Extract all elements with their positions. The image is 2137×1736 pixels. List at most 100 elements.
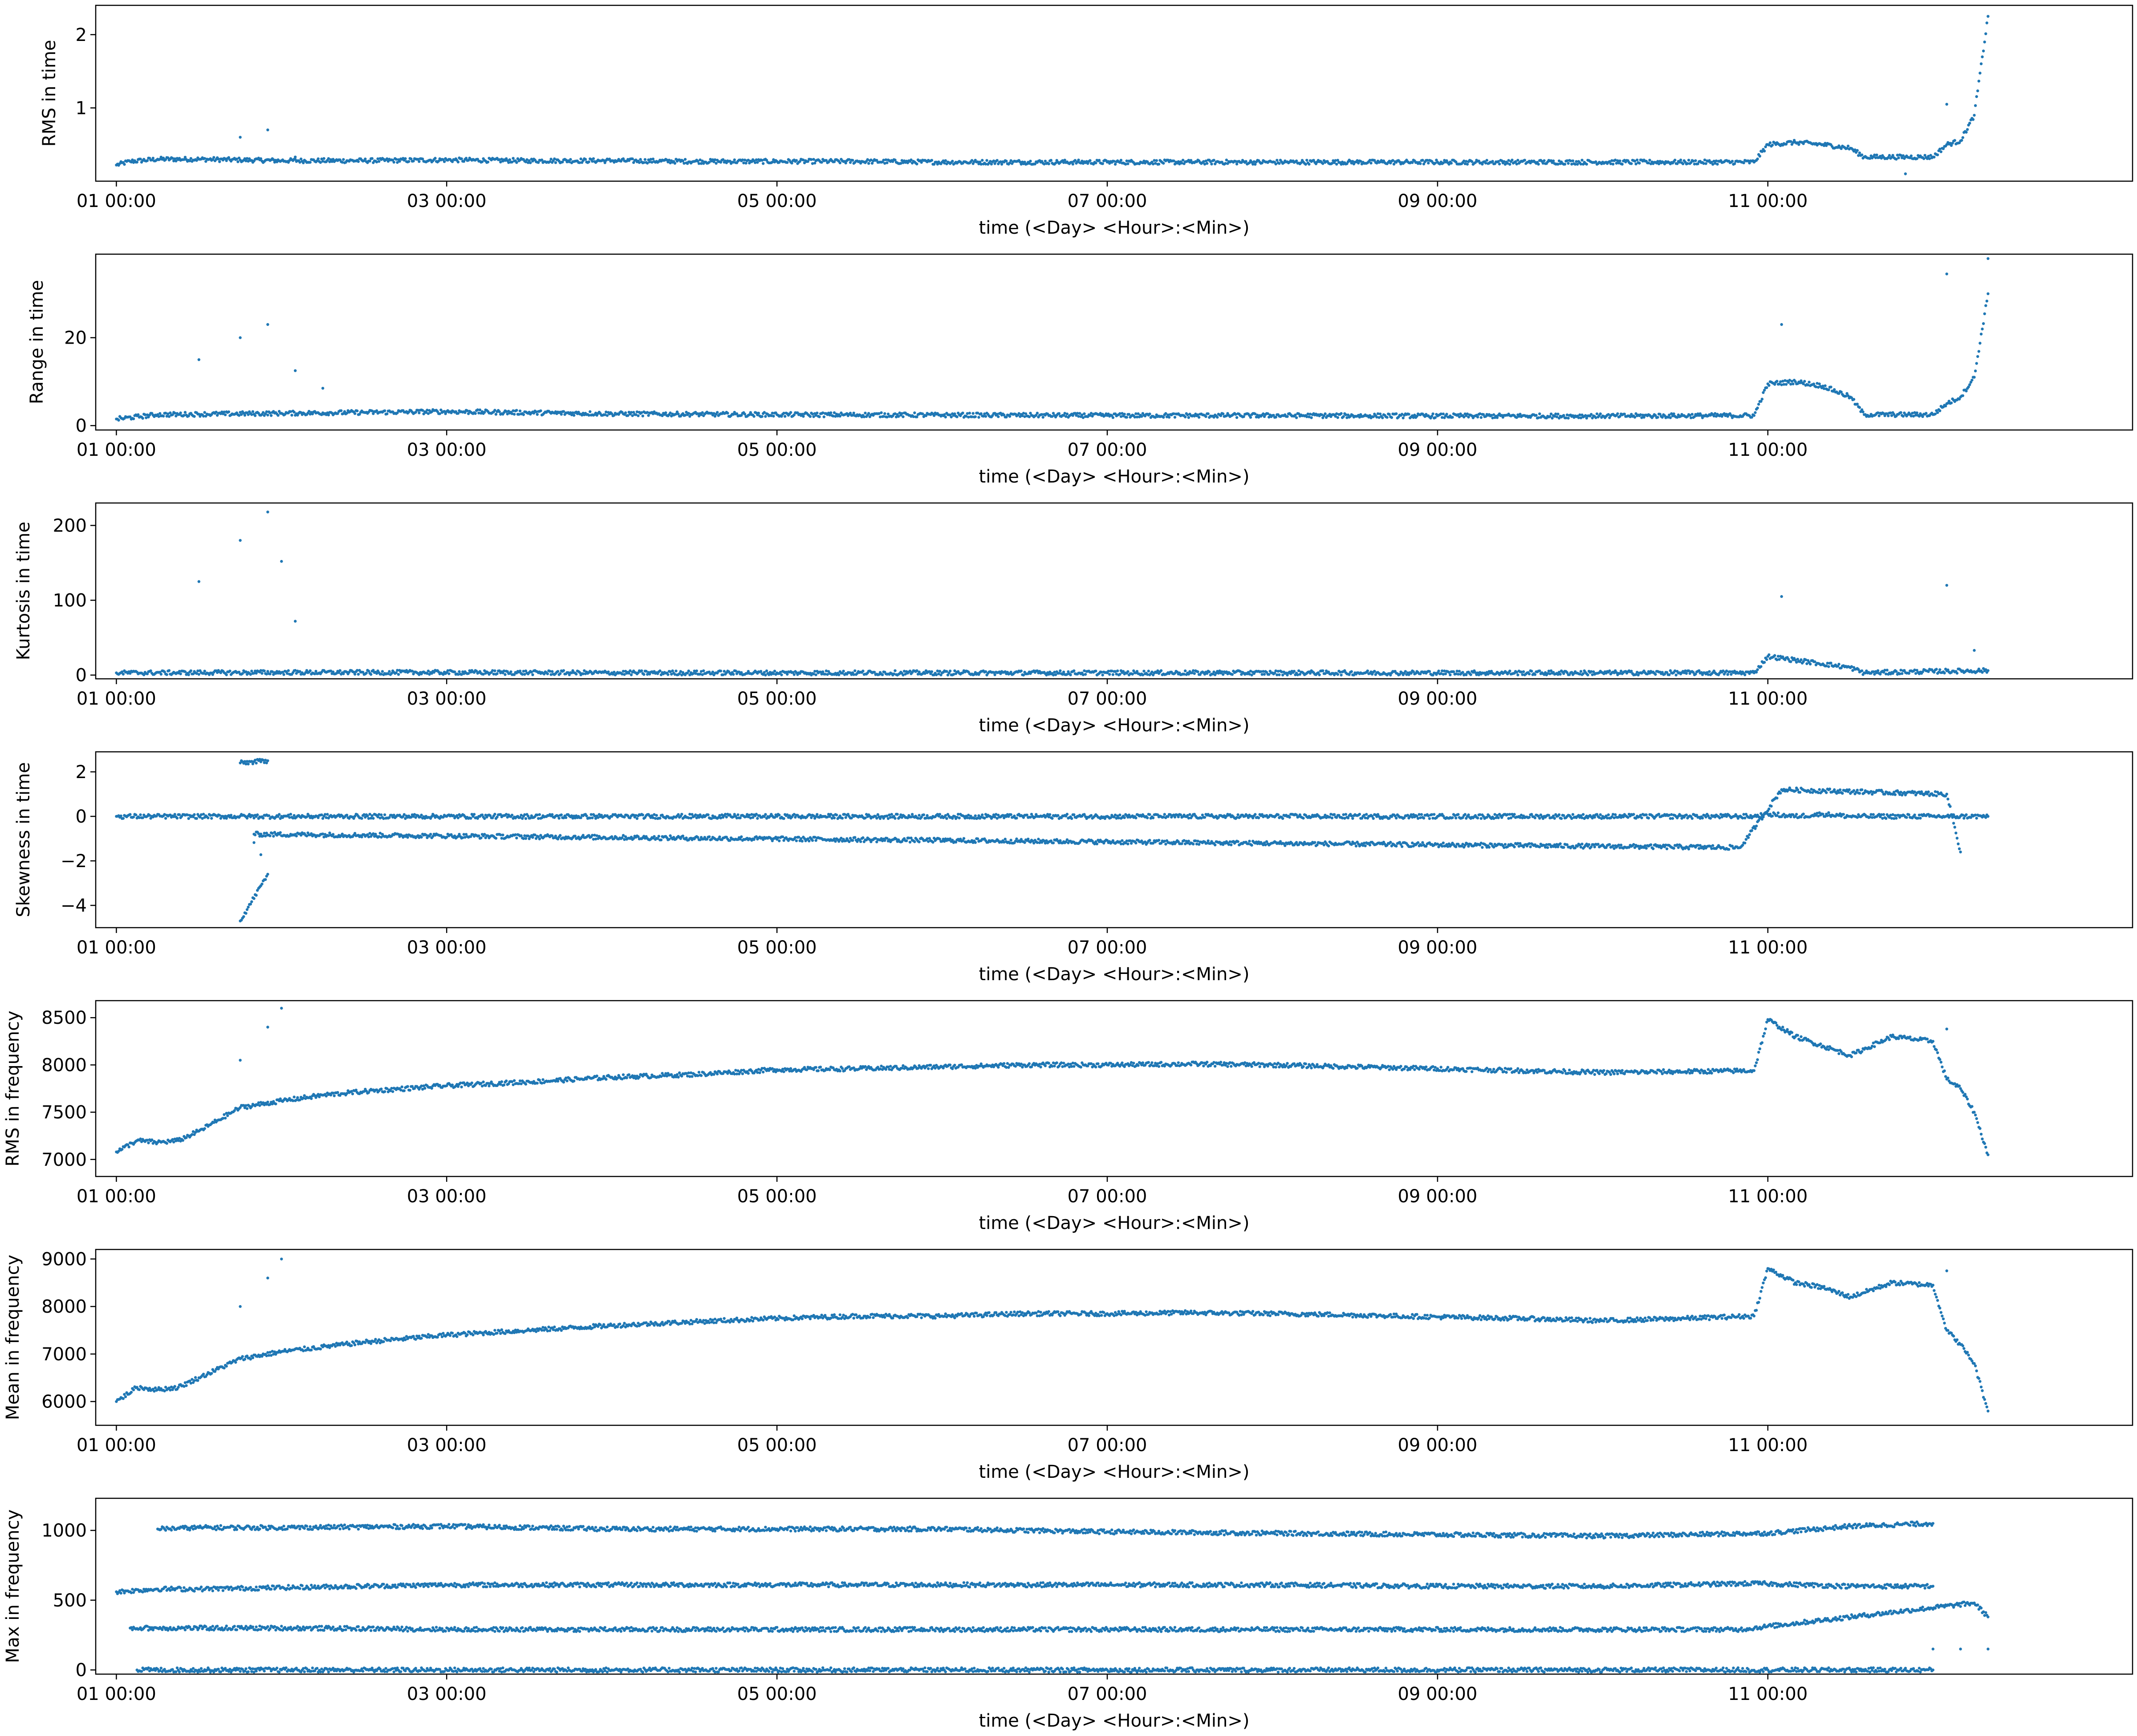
data-point	[1567, 417, 1570, 420]
data-point	[1594, 160, 1597, 163]
scatter-points	[115, 511, 1990, 677]
data-point	[1731, 160, 1734, 163]
data-point	[251, 410, 255, 413]
data-point	[624, 411, 627, 414]
data-point	[1829, 661, 1832, 665]
data-point	[732, 673, 735, 676]
data-point	[1974, 104, 1977, 107]
data-point	[117, 418, 120, 422]
data-point	[1427, 162, 1430, 165]
data-point	[1981, 55, 1984, 58]
data-point	[338, 669, 341, 672]
data-point	[1292, 669, 1296, 673]
data-point	[702, 669, 705, 673]
data-point	[1101, 673, 1104, 677]
data-point	[509, 670, 512, 673]
data-point	[1157, 162, 1161, 166]
data-point	[837, 673, 841, 677]
data-point	[1276, 158, 1279, 162]
data-point	[228, 669, 232, 673]
data-point	[1778, 658, 1781, 661]
data-point	[504, 673, 507, 676]
data-point	[1763, 661, 1766, 664]
data-point	[1295, 416, 1298, 419]
data-point	[137, 413, 140, 416]
data-point	[733, 158, 736, 162]
data-point	[416, 158, 420, 161]
data-point	[175, 159, 178, 162]
data-point	[755, 158, 758, 162]
data-point	[771, 160, 774, 164]
data-point	[806, 160, 809, 163]
data-point	[643, 158, 647, 161]
data-point	[464, 157, 468, 160]
data-point	[984, 415, 987, 418]
data-point	[396, 161, 399, 164]
data-point	[649, 158, 653, 161]
data-point	[1669, 416, 1672, 419]
data-point	[699, 158, 702, 162]
data-point	[1084, 673, 1087, 676]
data-point	[1716, 162, 1719, 166]
data-point	[236, 160, 240, 163]
data-point	[1071, 162, 1074, 166]
data-point	[1682, 162, 1685, 166]
data-point	[977, 416, 980, 419]
data-point	[480, 160, 484, 163]
data-point	[522, 413, 525, 416]
data-point	[743, 413, 747, 416]
data-point	[1159, 669, 1163, 672]
data-point	[1654, 673, 1657, 676]
data-point	[554, 161, 557, 164]
data-point	[664, 411, 667, 414]
data-point	[1595, 412, 1599, 415]
x-axis-label: time (<Day> <Hour>:<Min>)	[979, 218, 1250, 238]
data-point	[239, 136, 242, 139]
data-point	[1979, 72, 1982, 75]
data-point	[650, 161, 654, 164]
data-point	[1421, 158, 1424, 162]
axes-frame	[95, 4, 2133, 182]
data-point	[1858, 151, 1861, 154]
data-point	[814, 673, 817, 677]
data-point	[282, 673, 285, 676]
data-point	[772, 414, 775, 418]
data-point	[1318, 673, 1321, 677]
data-point	[1044, 159, 1047, 163]
data-point	[683, 158, 687, 161]
data-point	[1897, 156, 1900, 159]
data-point	[1961, 394, 1964, 397]
data-point	[1672, 412, 1675, 415]
data-point	[1278, 673, 1281, 677]
data-point	[802, 415, 805, 418]
data-point	[1216, 416, 1219, 419]
data-point	[1708, 670, 1711, 673]
data-point	[697, 162, 701, 165]
data-point	[993, 673, 996, 677]
data-point	[744, 162, 748, 165]
data-point	[135, 161, 138, 164]
data-point	[317, 157, 320, 160]
data-point	[844, 162, 847, 165]
data-point	[1945, 103, 1948, 106]
data-point	[1974, 369, 1977, 373]
data-point	[607, 670, 610, 673]
data-point	[342, 158, 345, 161]
x-tick-label: 05 00:00	[737, 689, 817, 709]
data-point	[266, 128, 269, 131]
data-point	[167, 156, 170, 159]
data-point	[189, 669, 192, 673]
data-point	[272, 158, 275, 161]
x-tick-label: 05 00:00	[737, 440, 817, 460]
data-point	[1063, 158, 1066, 162]
data-point	[375, 160, 378, 164]
data-point	[1876, 669, 1880, 672]
data-point	[1222, 673, 1225, 676]
data-point	[1378, 412, 1382, 416]
data-point	[287, 669, 290, 672]
data-point	[294, 158, 297, 161]
data-point	[357, 673, 360, 676]
data-point	[294, 155, 297, 158]
data-point	[867, 162, 870, 165]
data-point	[1206, 162, 1209, 165]
